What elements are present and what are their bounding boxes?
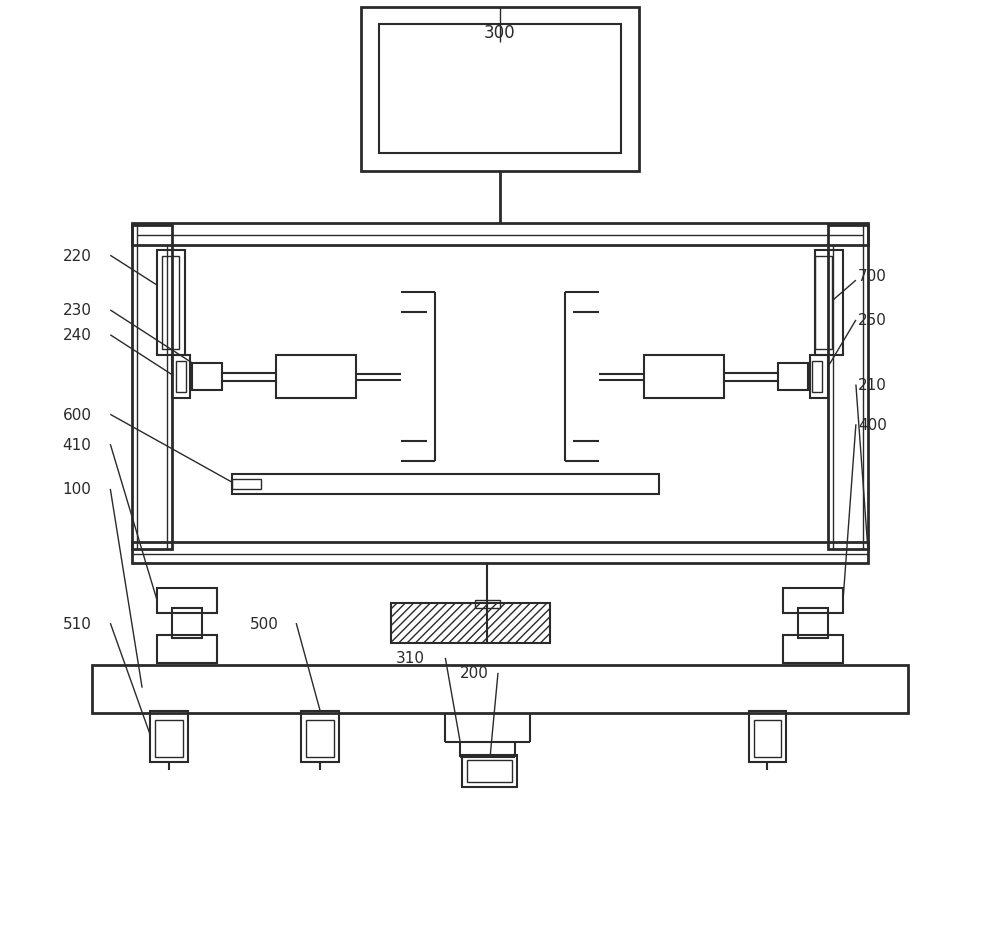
Bar (162, 257, 179, 349)
Bar (783, 589, 843, 614)
Bar (391, 603, 550, 643)
Text: 100: 100 (63, 481, 91, 497)
Bar (462, 755, 517, 787)
Text: 500: 500 (249, 615, 278, 631)
Text: 700: 700 (858, 268, 887, 283)
Bar (812, 362, 822, 393)
Text: 510: 510 (63, 615, 91, 631)
Text: 250: 250 (858, 313, 887, 329)
Text: 230: 230 (63, 303, 92, 318)
Bar (306, 719, 334, 757)
Bar (815, 257, 832, 349)
Bar (157, 635, 217, 664)
Bar (475, 600, 500, 609)
Text: 200: 200 (460, 666, 489, 681)
Text: 220: 220 (63, 248, 91, 263)
Bar (157, 589, 217, 614)
Text: 300: 300 (484, 24, 516, 42)
Bar (379, 25, 621, 154)
Text: 240: 240 (63, 328, 91, 343)
Bar (798, 609, 828, 638)
Bar (644, 355, 724, 399)
Bar (132, 542, 868, 564)
Bar (92, 666, 908, 713)
Bar (192, 363, 222, 391)
Bar (778, 363, 808, 391)
Bar (467, 761, 512, 783)
Bar (172, 609, 202, 638)
Bar (783, 635, 843, 664)
Bar (828, 227, 868, 549)
Bar (301, 711, 339, 763)
Bar (132, 227, 172, 549)
Bar (361, 8, 639, 172)
Text: 400: 400 (858, 417, 887, 432)
Bar (754, 719, 781, 757)
Bar (155, 719, 183, 757)
Bar (232, 475, 659, 495)
Bar (132, 225, 868, 246)
Bar (176, 362, 186, 393)
Text: 410: 410 (63, 437, 91, 452)
Bar (749, 711, 786, 763)
Bar (172, 355, 190, 399)
Bar (232, 480, 261, 489)
Bar (157, 251, 185, 355)
Text: 600: 600 (63, 408, 92, 422)
Bar (150, 711, 188, 763)
Bar (815, 251, 843, 355)
Text: 210: 210 (858, 378, 887, 393)
Bar (276, 355, 356, 399)
Text: 310: 310 (396, 650, 425, 666)
Bar (810, 355, 828, 399)
